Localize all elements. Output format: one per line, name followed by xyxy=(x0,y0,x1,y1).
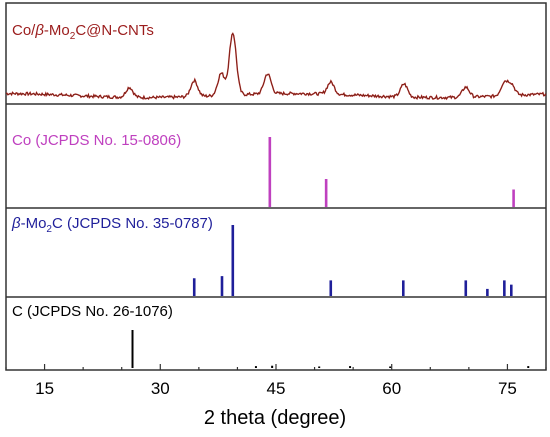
composite-xrd-line xyxy=(5,32,547,101)
x-axis-title: 2 theta (degree) xyxy=(204,407,346,429)
composite-xrd-fit-line xyxy=(5,32,546,100)
panel-label-carbon: C (JCPDS No. 26-1076) xyxy=(12,303,173,320)
panel-label-mo2c: β-Mo2C (JCPDS No. 35-0787) xyxy=(11,215,213,235)
x-tick-label: 45 xyxy=(267,379,286,398)
x-tick-label: 30 xyxy=(151,379,170,398)
x-tick-label: 60 xyxy=(382,379,401,398)
panel-label-co: Co (JCPDS No. 15-0806) xyxy=(12,132,181,149)
x-tick-label: 75 xyxy=(498,379,517,398)
x-tick-label: 15 xyxy=(35,379,54,398)
chart-marks: 15 30 45 60 75 xyxy=(5,32,547,398)
panel-label-composite: Co/β-Mo2C@N-CNTs xyxy=(12,22,154,42)
